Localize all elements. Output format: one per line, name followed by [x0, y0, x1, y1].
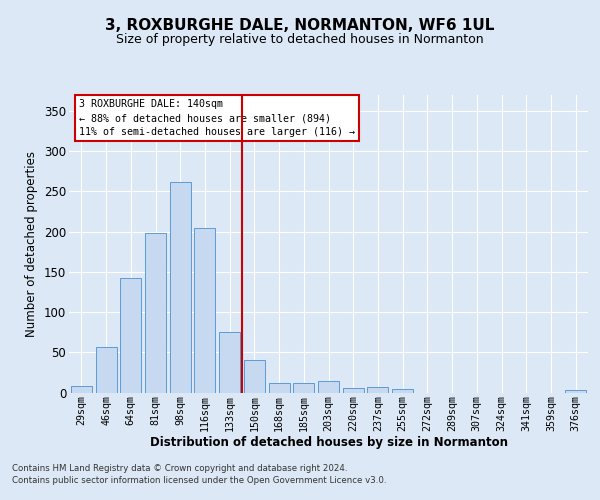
- Bar: [95, 346, 116, 393]
- Y-axis label: Number of detached properties: Number of detached properties: [25, 151, 38, 337]
- Text: Contains public sector information licensed under the Open Government Licence v3: Contains public sector information licen…: [12, 476, 386, 485]
- Bar: [343, 388, 364, 392]
- Bar: [219, 332, 240, 392]
- Bar: [170, 182, 191, 392]
- Bar: [120, 278, 141, 392]
- Bar: [269, 383, 290, 392]
- Text: 3 ROXBURGHE DALE: 140sqm
← 88% of detached houses are smaller (894)
11% of semi-: 3 ROXBURGHE DALE: 140sqm ← 88% of detach…: [79, 100, 355, 138]
- Bar: [318, 381, 339, 392]
- Text: Distribution of detached houses by size in Normanton: Distribution of detached houses by size …: [150, 436, 508, 449]
- Bar: [565, 390, 586, 392]
- Bar: [194, 228, 215, 392]
- Text: 3, ROXBURGHE DALE, NORMANTON, WF6 1UL: 3, ROXBURGHE DALE, NORMANTON, WF6 1UL: [106, 18, 494, 32]
- Text: Contains HM Land Registry data © Crown copyright and database right 2024.: Contains HM Land Registry data © Crown c…: [12, 464, 347, 473]
- Bar: [367, 387, 388, 392]
- Text: Size of property relative to detached houses in Normanton: Size of property relative to detached ho…: [116, 32, 484, 46]
- Bar: [244, 360, 265, 392]
- Bar: [71, 386, 92, 392]
- Bar: [293, 383, 314, 392]
- Bar: [392, 390, 413, 392]
- Bar: [145, 234, 166, 392]
